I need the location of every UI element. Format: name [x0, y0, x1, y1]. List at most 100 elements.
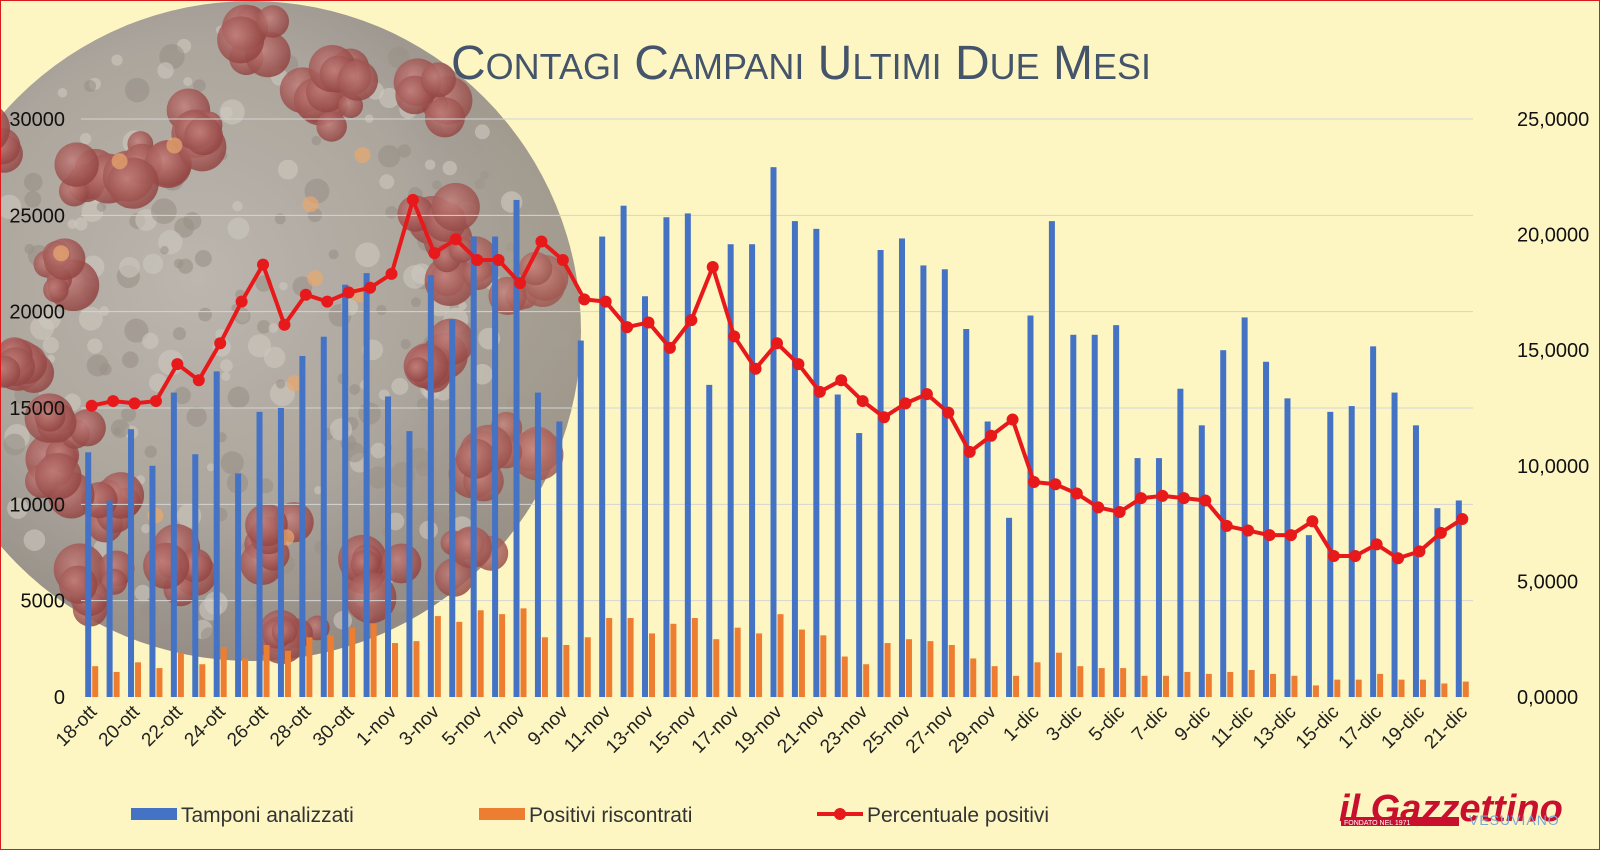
bar-tamponi — [706, 384, 713, 697]
bar-positivi — [477, 610, 484, 697]
bar-positivi — [1098, 668, 1105, 697]
bar-tamponi — [256, 411, 263, 697]
logo-subtitle: VESUVIANO — [1469, 812, 1560, 828]
bar-tamponi — [149, 465, 156, 697]
bar-positivi — [177, 652, 184, 697]
bar-positivi — [1055, 652, 1062, 697]
bar-tamponi — [599, 236, 606, 697]
bar-positivi — [905, 639, 912, 697]
percentuale-point — [449, 233, 462, 246]
percentuale-point — [535, 235, 548, 248]
bar-tamponi — [342, 284, 349, 697]
percentuale-point — [771, 337, 783, 350]
bar-positivi — [284, 650, 291, 697]
x-tick-label: 17-dic — [1335, 702, 1386, 753]
bar-positivi — [563, 644, 570, 697]
bar-tamponi — [299, 355, 306, 697]
percentuale-point — [321, 295, 334, 308]
legend-label: Percentuale positivi — [867, 804, 1049, 827]
bar-positivi — [499, 614, 506, 697]
bar-tamponi — [534, 392, 541, 697]
bar-positivi — [670, 623, 677, 697]
percentuale-point — [428, 247, 441, 260]
percentuale-point — [406, 193, 419, 206]
bar-tamponi — [813, 228, 820, 697]
logo-tagline-band — [1341, 817, 1459, 826]
percentuale-point — [1049, 478, 1062, 491]
bar-tamponi — [684, 213, 691, 697]
right-tick-label: 15,0000 — [1517, 340, 1589, 362]
x-tick-label: 5-dic — [1085, 702, 1129, 746]
bar-positivi — [1291, 675, 1298, 697]
bar-positivi — [434, 616, 441, 697]
percentuale-point — [364, 281, 377, 294]
bar-positivi — [456, 621, 463, 697]
percentuale-point — [128, 397, 141, 410]
percentuale-point — [1156, 489, 1169, 502]
bar-tamponi — [1070, 334, 1077, 697]
bar-tamponi — [106, 500, 113, 697]
bar-positivi — [199, 664, 206, 697]
percentuale-point — [920, 388, 933, 401]
left-tick-label: 0 — [54, 687, 65, 709]
legend-label: Positivi riscontrati — [529, 804, 692, 827]
percentuale-point — [492, 254, 505, 267]
bar-positivi — [413, 641, 420, 697]
bar-tamponi — [170, 392, 177, 697]
bar-positivi — [1141, 675, 1148, 697]
bar-positivi — [627, 618, 634, 697]
series-positivi-bars — [92, 608, 1469, 697]
left-tick-label: 20000 — [9, 302, 65, 324]
bar-tamponi — [470, 236, 477, 697]
bar-positivi — [1013, 675, 1020, 697]
bar-tamponi — [320, 336, 327, 697]
percentuale-point — [85, 399, 98, 412]
bar-positivi — [1377, 673, 1384, 697]
bar-positivi — [349, 627, 356, 697]
bar-tamponi — [128, 429, 135, 697]
percentuale-point — [599, 295, 612, 308]
left-y-axis: 0 5000 10000 15000 20000 25000 30000 — [9, 109, 65, 709]
bar-tamponi — [1305, 535, 1312, 697]
percentuale-point — [1413, 545, 1426, 558]
bar-tamponi — [1027, 315, 1034, 697]
bar-positivi — [1355, 679, 1362, 697]
bar-positivi — [884, 643, 891, 697]
percentuale-point — [792, 358, 805, 371]
legend-swatch-marker — [834, 808, 846, 820]
bar-tamponi — [385, 396, 392, 697]
right-tick-label: 25,0000 — [1517, 109, 1589, 131]
percentuale-point — [1070, 487, 1083, 500]
percentuale-point — [342, 286, 355, 299]
bar-tamponi — [1263, 361, 1270, 697]
bar-tamponi — [1091, 334, 1098, 697]
left-tick-label: 5000 — [21, 591, 66, 613]
percentuale-point — [1006, 413, 1019, 426]
bar-tamponi — [1241, 317, 1248, 697]
right-tick-label: 10,0000 — [1517, 456, 1589, 478]
bar-positivi — [541, 637, 548, 697]
bar-tamponi — [1391, 392, 1398, 697]
gazzettino-logo: il Gazzettino FONDATO NEL 1971 VESUVIANO — [1339, 788, 1563, 830]
right-tick-label: 20,0000 — [1517, 225, 1589, 247]
bar-tamponi — [791, 221, 798, 697]
bar-positivi — [520, 608, 527, 697]
bar-positivi — [1162, 675, 1169, 697]
chart-title: CONTAGI CAMPANI ULTIMI DUE MESI — [451, 37, 1151, 90]
bar-positivi — [156, 668, 163, 697]
percentuale-point — [642, 316, 655, 329]
legend-item: Tamponi analizzati — [131, 804, 354, 827]
right-tick-label: 5,0000 — [1517, 571, 1578, 593]
x-tick-label: 13-dic — [1249, 702, 1300, 753]
x-tick-label: 5-nov — [438, 701, 487, 750]
bar-tamponi — [427, 275, 434, 697]
bar-tamponi — [1006, 517, 1013, 697]
bar-tamponi — [406, 431, 413, 697]
percentuale-point — [257, 258, 270, 271]
gridlines — [81, 118, 1473, 602]
bar-positivi — [713, 639, 720, 697]
bar-tamponi — [620, 205, 627, 697]
series-percentuale-line — [85, 193, 1469, 565]
bar-positivi — [1227, 671, 1234, 697]
right-tick-label: 0,0000 — [1517, 687, 1578, 709]
